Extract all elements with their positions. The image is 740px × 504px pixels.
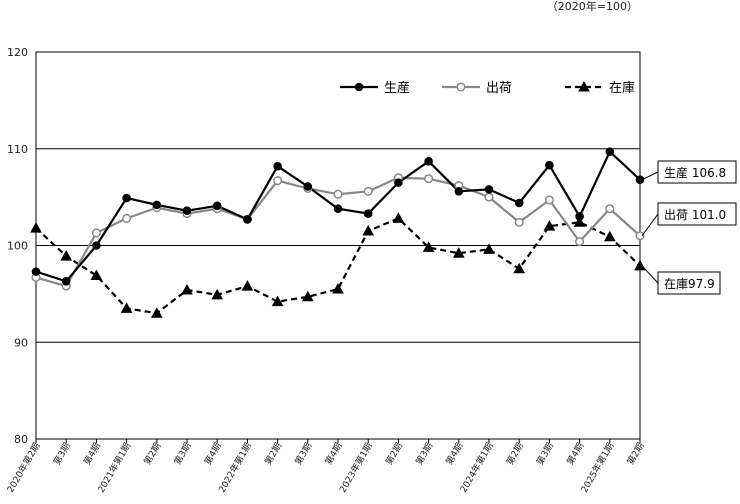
data-point-series-1 — [605, 204, 615, 214]
data-point-series-2 — [30, 222, 42, 233]
data-point-series-2 — [422, 241, 435, 252]
y-tick-label: 100 — [7, 240, 28, 253]
data-point-series-2 — [150, 307, 163, 318]
data-point-series-0 — [394, 178, 403, 187]
legend-label: 在庫 — [609, 81, 635, 96]
data-point-series-2 — [483, 243, 495, 254]
legend-marker-0 — [354, 82, 364, 92]
data-point-series-2 — [301, 290, 314, 302]
data-point-series-1 — [484, 192, 494, 202]
x-tick-label: 第4期 — [443, 441, 465, 468]
x-tick-label: 第4期 — [564, 441, 586, 468]
x-tick-label: 第3期 — [171, 441, 193, 468]
data-point-series-1 — [363, 186, 373, 196]
y-tick-label: 110 — [7, 143, 28, 156]
legend-marker-2 — [578, 80, 590, 92]
y-tick-label: 80 — [14, 433, 28, 446]
data-point-series-2 — [181, 283, 193, 295]
x-tick-label: 第4期 — [81, 441, 103, 468]
data-point-series-0 — [303, 182, 313, 191]
legend-marker-1 — [456, 82, 466, 92]
data-point-series-1 — [544, 195, 554, 205]
x-tick-label: 第2期 — [383, 441, 405, 468]
callout-leader — [641, 265, 659, 284]
data-point-series-1 — [273, 176, 283, 186]
data-point-series-1 — [333, 189, 343, 199]
data-point-series-2 — [271, 295, 284, 307]
x-tick-label: 第4期 — [202, 441, 224, 468]
data-point-series-0 — [575, 212, 584, 221]
data-point-series-2 — [603, 230, 616, 242]
x-tick-label: 第3期 — [534, 441, 556, 468]
callout-leader — [641, 171, 659, 181]
data-point-series-0 — [61, 276, 71, 286]
data-point-series-1 — [514, 217, 524, 227]
data-point-series-2 — [211, 288, 224, 300]
data-point-series-1 — [122, 213, 132, 223]
data-point-series-0 — [31, 267, 41, 276]
data-point-series-2 — [120, 302, 133, 313]
callout-label: 在庫97.9 — [664, 277, 715, 291]
callout-box — [657, 271, 721, 295]
data-point-series-0 — [273, 161, 282, 171]
callout-label: 生産 106.8 — [664, 165, 726, 180]
data-point-series-0 — [152, 200, 162, 210]
data-point-series-2 — [241, 280, 254, 291]
unit-note: （2020年=100） — [547, 0, 638, 13]
x-tick-label: 第2期 — [624, 441, 646, 468]
data-point-series-0 — [122, 193, 131, 203]
x-tick-label: 第3期 — [51, 441, 73, 468]
data-point-series-0 — [92, 241, 101, 250]
legend-label: 出荷 — [486, 81, 512, 96]
data-point-series-0 — [243, 215, 252, 224]
x-tick-label: 第4期 — [322, 441, 344, 468]
data-point-series-2 — [60, 250, 73, 261]
callout-box — [657, 160, 737, 184]
data-point-series-2 — [452, 247, 465, 258]
data-point-series-0 — [545, 160, 554, 170]
x-tick-label: 第3期 — [413, 441, 435, 468]
data-point-series-0 — [333, 204, 343, 214]
data-point-series-0 — [424, 157, 433, 166]
data-point-series-0 — [454, 187, 464, 196]
x-tick-label: 第2期 — [262, 441, 284, 468]
data-point-series-1 — [91, 228, 101, 238]
x-tick-label: 第2期 — [504, 441, 526, 468]
data-point-series-0 — [182, 206, 192, 215]
callout-leader — [641, 213, 659, 237]
data-point-series-1 — [424, 174, 434, 184]
data-point-series-0 — [635, 175, 645, 185]
data-point-series-2 — [90, 269, 103, 280]
data-point-series-0 — [514, 198, 524, 208]
data-point-series-2 — [543, 220, 556, 231]
y-tick-label: 120 — [7, 46, 28, 59]
x-tick-label: 2020年第2期 — [4, 441, 42, 495]
data-point-series-2 — [332, 283, 344, 294]
data-point-series-0 — [212, 201, 222, 211]
data-point-series-2 — [513, 262, 526, 274]
data-point-series-2 — [573, 216, 586, 227]
data-point-series-2 — [362, 224, 375, 236]
data-point-series-0 — [484, 185, 494, 194]
data-point-series-2 — [634, 259, 646, 271]
data-point-series-0 — [605, 147, 615, 156]
legend-label: 生産 — [384, 80, 410, 96]
data-point-series-1 — [575, 237, 585, 247]
y-tick-label: 90 — [14, 336, 28, 349]
data-point-series-1 — [635, 231, 645, 241]
x-tick-label: 第3期 — [292, 441, 314, 468]
callout-label: 出荷 101.0 — [664, 208, 726, 222]
series-line-2 — [35, 217, 641, 315]
x-tick-label: 第2期 — [141, 441, 163, 468]
data-point-series-0 — [363, 209, 373, 218]
data-point-series-2 — [392, 212, 405, 223]
callout-box — [657, 202, 737, 226]
